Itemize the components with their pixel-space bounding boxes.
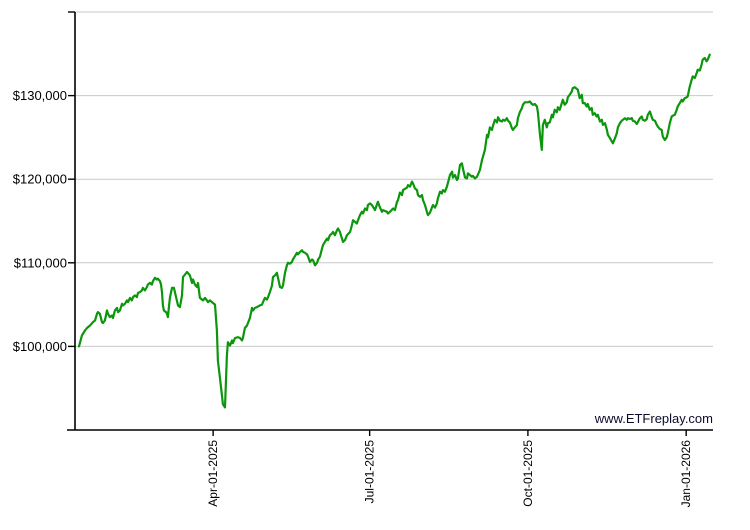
gridlines xyxy=(75,11,713,347)
x-axis-label-apr-2025: Apr-01-2025 xyxy=(206,440,220,507)
axes xyxy=(67,12,713,431)
y-axis-label-130000: $130,000 xyxy=(13,88,67,103)
y-axis-label-110000: $110,000 xyxy=(14,255,67,270)
y-axis-label-100000: $100,000 xyxy=(13,339,67,354)
y-axis-label-120000: $120,000 xyxy=(13,172,67,187)
x-axis-label-jan-2026: Jan-01-2026 xyxy=(679,440,693,508)
tick-marks xyxy=(68,11,687,436)
watermark: www.ETFreplay.com xyxy=(594,411,713,426)
x-axis-label-jul-2025: Jul-01-2025 xyxy=(363,440,377,504)
x-axis-label-oct-2025: Oct-01-2025 xyxy=(521,440,535,507)
portfolio-line xyxy=(77,53,711,409)
